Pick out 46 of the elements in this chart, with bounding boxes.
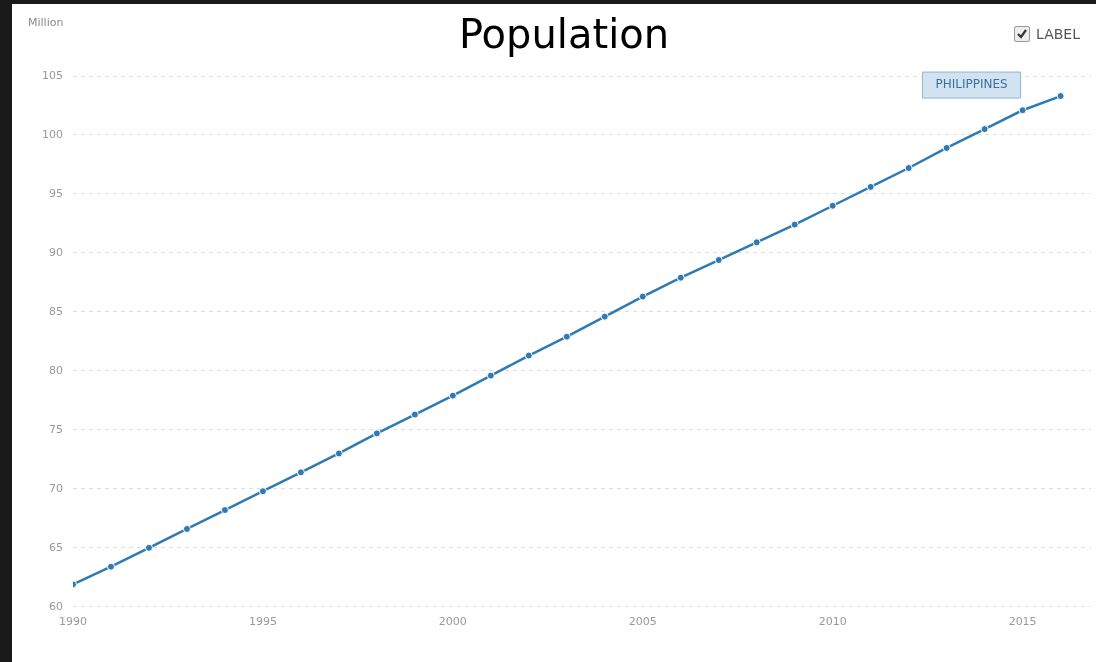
point — [1018, 106, 1027, 115]
point — [638, 292, 647, 301]
point — [524, 351, 533, 360]
point — [904, 164, 913, 173]
y-tick-label: 80 — [49, 363, 63, 377]
y-tick-label: 85 — [49, 304, 63, 318]
y-tick-label: 60 — [49, 599, 63, 613]
y-tick-label: 105 — [42, 68, 63, 82]
point — [448, 391, 457, 400]
y-tick-label: 75 — [49, 422, 63, 436]
y-axis-title: Million — [28, 16, 64, 30]
series-label: PHILIPPINES — [935, 77, 1008, 92]
y-tick-label: 70 — [49, 481, 63, 495]
x-tick-label: 2000 — [438, 615, 467, 629]
y-tick-label: 90 — [49, 245, 63, 259]
point — [562, 332, 571, 341]
point — [258, 487, 267, 496]
point — [866, 182, 875, 191]
x-tick-label: 2010 — [818, 615, 847, 629]
x-tick-label: 2015 — [1008, 615, 1037, 629]
point — [714, 256, 723, 265]
y-tick-label: 95 — [49, 186, 63, 200]
point — [106, 562, 115, 571]
point — [144, 543, 153, 552]
point — [334, 449, 343, 458]
point — [980, 125, 989, 134]
point — [752, 238, 761, 247]
y-tick-label: 65 — [49, 540, 63, 554]
x-tick-label: 2005 — [628, 615, 657, 629]
text: LABEL — [1036, 26, 1080, 42]
x-tick-label: 1995 — [248, 615, 277, 629]
point — [296, 468, 305, 477]
point — [790, 220, 799, 229]
x-tick-label: 1990 — [59, 615, 87, 629]
y-tick-label: 100 — [42, 127, 63, 141]
point — [486, 371, 495, 380]
point — [410, 410, 419, 419]
chart-title: Population — [458, 11, 670, 58]
point — [600, 312, 609, 321]
point — [942, 143, 951, 152]
point — [1056, 92, 1065, 101]
point — [828, 201, 837, 210]
point — [372, 429, 381, 438]
point — [182, 524, 191, 533]
point — [220, 506, 229, 515]
point — [676, 273, 685, 282]
